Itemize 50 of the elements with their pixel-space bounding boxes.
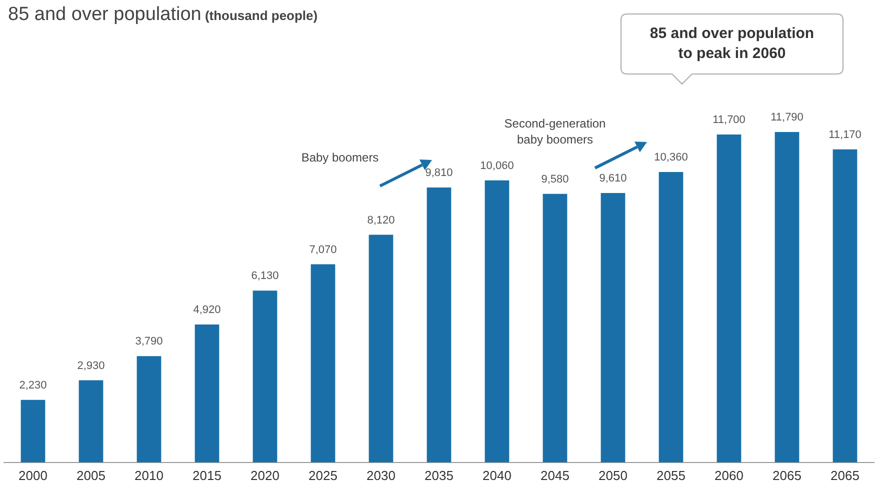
bar [600,193,626,462]
data-label: 9,810 [425,166,453,179]
x-tick-label: 2025 [308,468,338,483]
x-tick-label: 2055 [656,468,686,483]
bar [716,134,742,462]
chart-title: 85 and over population [8,4,202,25]
data-label: 4,920 [193,304,221,316]
chart-subtitle: (thousand people) [204,8,318,23]
x-tick-label: 2000 [18,468,48,483]
x-tick-label: 2040 [482,468,512,483]
data-label: 9,610 [599,172,627,185]
data-label: 11,700 [712,114,746,126]
bar [78,380,104,462]
bar [20,400,46,462]
x-tick-label: 2015 [192,468,222,483]
annotation: Baby boomers [301,150,379,164]
x-tick-label: 2030 [366,468,396,483]
bar [484,180,510,462]
text: 85 and over population to peak in 2060 [650,25,814,62]
data-label: 11,170 [828,128,862,141]
x-tick-label: 2050 [598,468,628,483]
data-label: 8,120 [367,214,395,226]
bar [774,132,800,462]
data-label: 10,060 [480,160,514,172]
bar [426,187,452,462]
data-label: 2,230 [19,379,47,392]
x-tick-label: 2045 [540,468,570,483]
bar [542,194,568,462]
bar [310,264,336,462]
x-tick-label: 2005 [76,468,106,483]
bar [194,324,220,462]
data-label: 3,790 [135,336,163,348]
x-tick-label: 2065 [830,468,860,483]
data-label: 11,790 [770,111,804,124]
bar [136,356,162,462]
x-tick-label: 2010 [134,468,164,483]
bar [368,234,394,462]
x-tick-label: 2065 [772,468,802,483]
data-label: 9,580 [541,173,569,186]
data-label: 6,130 [251,270,279,282]
data-label: 2,930 [77,360,105,372]
bar [658,172,684,462]
x-tick-label: 2060 [714,468,744,483]
annotation: Second-generation baby boomers [504,116,606,146]
bar [832,149,858,462]
bar [252,290,278,462]
x-tick-label: 2035 [424,468,454,483]
data-label: 10,360 [654,152,688,164]
x-tick-label: 2020 [250,468,280,483]
data-label: 7,070 [309,244,337,256]
